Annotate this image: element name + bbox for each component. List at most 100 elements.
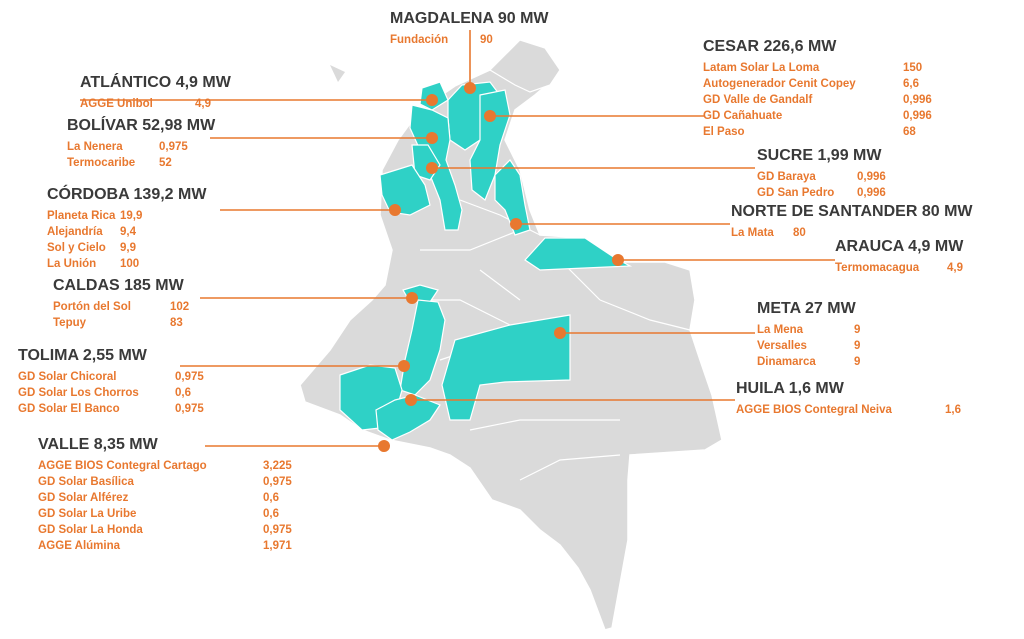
department-title: ARAUCA 4,9 MW (835, 238, 964, 255)
plant-capacity: 19,9 (120, 210, 143, 222)
plant-capacity: 0,6 (263, 492, 279, 504)
plant-name: La Nenera (67, 141, 123, 153)
plant-name: AGGE Alúmina (38, 540, 120, 552)
marker-valle (378, 440, 390, 452)
department-title: MAGDALENA 90 MW (390, 10, 549, 27)
plant-name: Fundación (390, 34, 449, 46)
plant-capacity: 3,225 (263, 460, 292, 472)
plant-capacity: 0,996 (857, 187, 886, 199)
marker-tolima (398, 360, 410, 372)
department-title: SUCRE 1,99 MW (757, 147, 882, 164)
plant-capacity: 0,975 (175, 403, 204, 415)
plant-name: GD Solar Chicoral (18, 371, 117, 383)
plant-capacity: 150 (903, 62, 923, 74)
plant-name: Dinamarca (757, 356, 816, 368)
department-title: NORTE DE SANTANDER 80 MW (731, 203, 973, 220)
department-title: BOLÍVAR 52,98 MW (67, 117, 216, 134)
guajira-peninsula (489, 39, 561, 93)
department-title: HUILA 1,6 MW (736, 380, 844, 397)
plant-name: La Unión (47, 258, 97, 270)
plant-capacity: 0,975 (263, 524, 292, 536)
plant-capacity: 9,9 (120, 242, 136, 254)
plant-capacity: 52 (159, 157, 172, 169)
plant-capacity: 100 (120, 258, 140, 270)
plant-capacity: 68 (903, 126, 916, 138)
region-arauca (524, 237, 633, 271)
region-huila (375, 394, 441, 441)
region-tolima (399, 299, 446, 396)
marker-meta (554, 327, 566, 339)
marker-norte-santander (510, 218, 522, 230)
plant-capacity: 102 (170, 301, 190, 313)
plant-name: Alejandría (47, 226, 103, 238)
plant-markers (378, 82, 624, 452)
plant-capacity: 4,9 (947, 262, 963, 274)
region-meta (441, 314, 571, 421)
region-north-coast-extra (330, 65, 345, 82)
plant-capacity: 9 (854, 340, 861, 352)
plant-capacity: 0,6 (175, 387, 191, 399)
plant-name: Versalles (757, 340, 807, 352)
plant-name: AGGE BIOS Contegral Neiva (736, 404, 892, 416)
plant-name: Autogenerador Cenit Copey (703, 78, 856, 90)
plant-capacity: 0,996 (903, 110, 932, 122)
plant-capacity: 6,6 (903, 78, 919, 90)
plant-name: GD Valle de Gandalf (703, 94, 813, 106)
plant-name: GD Solar Los Chorros (18, 387, 139, 399)
plant-name: Portón del Sol (53, 301, 131, 313)
plant-capacity: 9 (854, 356, 861, 368)
plant-name: GD Solar La Uribe (38, 508, 137, 520)
marker-arauca (612, 254, 624, 266)
region-cesar (469, 89, 511, 201)
plant-capacity: 0,975 (263, 476, 292, 488)
plant-capacity: 0,996 (857, 171, 886, 183)
plant-name: GD Solar La Honda (38, 524, 143, 536)
plant-name: Termocaribe (67, 157, 136, 169)
plant-name: GD Cañahuate (703, 110, 783, 122)
plant-name: Latam Solar La Loma (703, 62, 820, 74)
plant-name: Planeta Rica (47, 210, 116, 222)
department-title: CÓRDOBA 139,2 MW (47, 186, 207, 203)
marker-cesar (484, 110, 496, 122)
plant-capacity: 9,4 (120, 226, 136, 238)
plant-name: GD San Pedro (757, 187, 835, 199)
department-title: ATLÁNTICO 4,9 MW (80, 74, 231, 91)
marker-caldas (406, 292, 418, 304)
plant-name: Termomacagua (835, 262, 920, 274)
plant-capacity: 1,971 (263, 540, 292, 552)
plant-name: GD Baraya (757, 171, 816, 183)
region-cordoba (379, 164, 431, 216)
department-title: CALDAS 185 MW (53, 277, 184, 294)
plant-name: GD Solar Basílica (38, 476, 134, 488)
plant-capacity: 0,975 (175, 371, 204, 383)
plant-name: El Paso (703, 126, 745, 138)
plant-capacity: 0,996 (903, 94, 932, 106)
plant-name: AGGE BIOS Contegral Cartago (38, 460, 207, 472)
plant-capacity: 83 (170, 317, 183, 329)
plant-name: Tepuy (53, 317, 87, 329)
plant-name: GD Solar El Banco (18, 403, 120, 415)
plant-name: GD Solar Alférez (38, 492, 129, 504)
plant-capacity: 0,6 (263, 508, 279, 520)
marker-magdalena (464, 82, 476, 94)
plant-name: AGGE Unibol (80, 98, 153, 110)
marker-huila (405, 394, 417, 406)
plant-capacity: 9 (854, 324, 861, 336)
plant-name: La Mata (731, 227, 774, 239)
department-title: CESAR 226,6 MW (703, 38, 837, 55)
plant-name: La Mena (757, 324, 804, 336)
plant-name: Sol y Cielo (47, 242, 106, 254)
plant-capacity: 80 (793, 227, 806, 239)
marker-atlantico (426, 94, 438, 106)
region-norte-santander (494, 159, 531, 236)
marker-cordoba (389, 204, 401, 216)
department-title: META 27 MW (757, 300, 856, 317)
marker-sucre (426, 162, 438, 174)
plant-capacity: 90 (480, 34, 493, 46)
department-title: VALLE 8,35 MW (38, 436, 158, 453)
plant-capacity: 1,6 (945, 404, 961, 416)
plant-capacity: 0,975 (159, 141, 188, 153)
marker-bolivar (426, 132, 438, 144)
plant-capacity: 4,9 (195, 98, 211, 110)
